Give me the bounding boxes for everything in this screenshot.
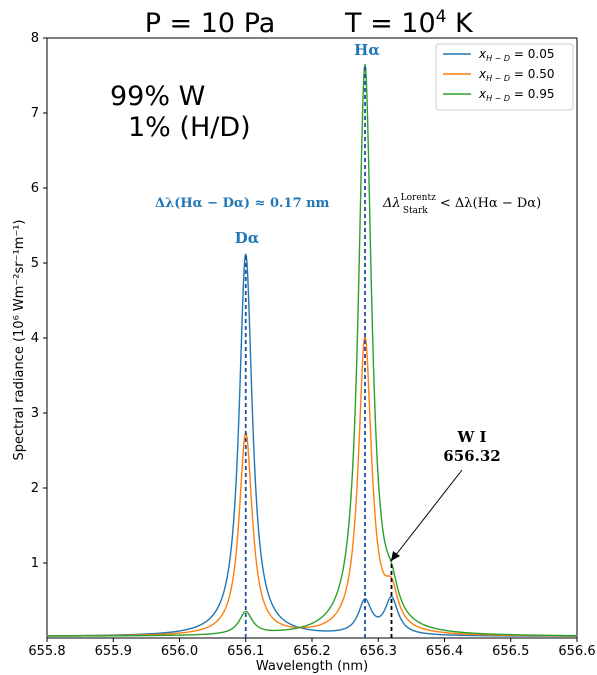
x-tick-label: 656.4: [426, 644, 463, 659]
y-tick-label: 3: [31, 406, 39, 421]
x-tick-label: 656.5: [492, 644, 529, 659]
x-tick-label: 656.6: [558, 644, 595, 659]
w-i-arrow: [391, 469, 463, 561]
legend-entry: xH − D = 0.95: [478, 87, 554, 103]
composition-hd: 1% (H/D): [128, 112, 251, 143]
x-tick-labels: 655.8 655.9 656.0 656.1 656.2 656.3 656.4 656.5…: [28, 638, 596, 659]
title-temperature: T = 104 K: [344, 7, 474, 39]
x-tick-label: 655.8: [28, 644, 65, 659]
y-tick-label: 7: [31, 106, 39, 121]
w-i-label: W I: [456, 428, 486, 446]
x-tick-label: 656.0: [161, 644, 198, 659]
title-pressure: P = 10 Pa: [145, 8, 276, 39]
y-axis-label: Spectral radiance (10⁶ Wm⁻²sr⁻¹m⁻¹): [12, 219, 27, 460]
x-axis-label: Wavelength (nm): [256, 659, 368, 674]
series-line-2: [47, 64, 578, 637]
y-tick-label: 1: [31, 556, 39, 571]
y-tick-labels: 1 2 3 4 5 6 7 8: [31, 31, 47, 571]
delta-lambda-label: Δλ(Hα − Dα) ≈ 0.17 nm: [155, 196, 330, 211]
d-alpha-label: Dα: [235, 229, 260, 247]
series-line-0: [46, 253, 577, 637]
x-tick-label: 656.2: [293, 644, 330, 659]
y-tick-label: 8: [31, 31, 39, 46]
y-tick-label: 2: [31, 481, 39, 496]
legend-entry: xH − D = 0.05: [478, 47, 554, 63]
lorentz-stark-comparison: ΔλLorentz Stark < Δλ(Hα − Dα): [382, 193, 541, 216]
x-tick-label: 656.1: [227, 644, 264, 659]
x-tick-label: 656.3: [360, 644, 397, 659]
y-tick-label: 4: [31, 331, 39, 346]
y-tick-label: 5: [31, 256, 39, 271]
reference-lines: [244, 64, 393, 638]
composition-w: 99% W: [110, 81, 205, 112]
series-line-1: [47, 334, 578, 637]
legend-entry: xH − D = 0.50: [478, 67, 554, 83]
series-lines: [46, 64, 578, 637]
x-tick-label: 655.9: [95, 644, 132, 659]
plot-area: [46, 37, 578, 639]
w-i-wavelength-label: 656.32: [443, 447, 500, 465]
y-tick-label: 6: [31, 181, 39, 196]
legend: xH − D = 0.05 xH − D = 0.50 xH − D = 0.95: [435, 43, 574, 111]
h-alpha-label: Hα: [354, 41, 380, 59]
